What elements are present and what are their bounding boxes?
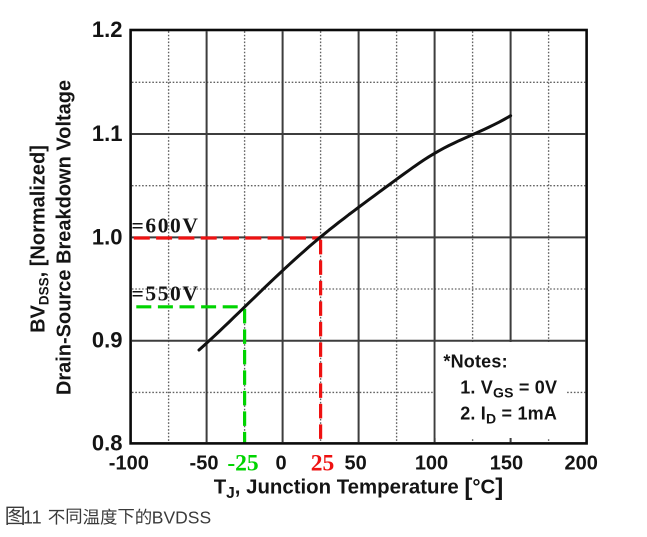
svg-text:*Notes:: *Notes: <box>443 352 507 372</box>
svg-text:=550V: =550V <box>132 282 200 306</box>
svg-text:2. ID = 1mA: 2. ID = 1mA <box>460 404 557 427</box>
svg-text:0.8: 0.8 <box>92 430 123 455</box>
svg-text:25: 25 <box>311 450 335 476</box>
svg-text:-25: -25 <box>227 450 258 476</box>
svg-text:TJ, Junction Temperature [°C]: TJ, Junction Temperature [°C] <box>214 474 504 502</box>
svg-text:0: 0 <box>275 453 286 475</box>
svg-text:11: 11 <box>23 507 42 527</box>
svg-text:1. VGS = 0V: 1. VGS = 0V <box>460 378 557 401</box>
svg-text:=600V: =600V <box>132 214 200 238</box>
svg-text:-100: -100 <box>109 453 149 475</box>
svg-text:1.1: 1.1 <box>92 121 123 146</box>
svg-text:BVDSS: BVDSS <box>152 507 211 527</box>
svg-text:1.0: 1.0 <box>92 224 123 249</box>
svg-text:1.2: 1.2 <box>92 17 123 42</box>
svg-text:50: 50 <box>344 453 366 475</box>
svg-text:100: 100 <box>415 453 448 475</box>
svg-text:0.9: 0.9 <box>92 328 123 353</box>
svg-text:150: 150 <box>490 453 523 475</box>
svg-text:Drain-Source Breakdown Voltage: Drain-Source Breakdown Voltage <box>54 80 76 395</box>
svg-text:-50: -50 <box>190 453 219 475</box>
svg-text:BVDSS, [Normalized]: BVDSS, [Normalized] <box>28 145 52 333</box>
svg-text:200: 200 <box>565 453 598 475</box>
